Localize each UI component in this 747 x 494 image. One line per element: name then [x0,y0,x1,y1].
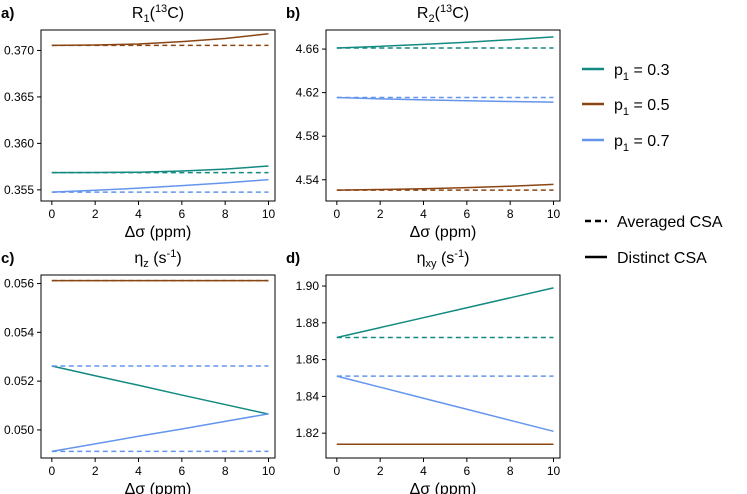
x-tick-label: 10 [262,207,276,221]
panel-a: 0 2 4 6 8 10 0.355 0.360 0.365 0.370 Δσ (ppm) R1(13… [1,3,276,241]
panel-title: ηz (s-1) [134,248,181,270]
x-tick-label: 2 [377,207,384,221]
x-tick-label: 2 [92,207,99,221]
legend-distinct-label: Distinct CSA [617,250,707,267]
x-tick-label: 0 [333,464,340,478]
x-axis-label: Δσ (ppm) [125,481,192,494]
y-tick-label: 0.370 [4,43,34,57]
panel-d: 0 2 4 6 8 10 1.82 1.84 1.86 1.88 1.90 Δσ (ppm) ηxy (… [286,248,561,494]
y-tick-label: 0.054 [4,325,34,339]
x-tick-label: 6 [463,464,470,478]
series-line [336,287,554,339]
y-tick-label: 4.54 [296,173,320,187]
panel-letter: d) [286,250,300,267]
series-line [51,165,269,174]
legend-label: p1 = 0.5 [614,97,670,118]
series-line [51,365,269,415]
x-tick-label: 8 [507,464,514,478]
x-tick-label: 2 [377,464,384,478]
y-tick-label: 0.360 [4,136,34,150]
x-tick-label: 0 [333,207,340,221]
panel-title: ηxy (s-1) [417,248,470,270]
x-tick-label: 6 [178,464,185,478]
x-tick-label: 10 [547,464,561,478]
series-line [336,36,554,49]
y-tick-label: 0.052 [4,374,34,388]
x-tick-label: 2 [92,464,99,478]
x-axis-label: Δσ (ppm) [410,224,477,241]
legend-label: p1 = 0.7 [614,133,670,154]
axes-frame [325,29,561,202]
panel-c: 0 2 4 6 8 10 0.050 0.052 0.054 0.056 Δσ (ppm) ηz (s… [1,248,276,494]
y-tick-label: 4.62 [296,86,320,100]
x-tick-label: 0 [48,464,55,478]
x-tick-label: 8 [222,207,229,221]
legend-entry-averaged: Averaged CSA [585,214,723,231]
legend-entry-distinct: Distinct CSA [585,250,707,267]
y-tick-label: 4.58 [296,129,320,143]
panel-b: 0 2 4 6 8 10 4.54 4.58 4.62 4.66 Δσ (ppm) R2(13C) b) [286,3,561,241]
x-tick-label: 10 [262,464,276,478]
y-tick-label: 1.88 [296,316,320,330]
series-line [336,96,554,103]
x-tick-label: 6 [463,207,470,221]
x-tick-label: 8 [222,464,229,478]
y-tick-label: 0.365 [4,90,34,104]
y-tick-label: 0.050 [4,423,34,437]
axes-frame [40,29,276,202]
x-tick-label: 4 [420,207,427,221]
legend-label: p1 = 0.3 [614,62,670,83]
axes-frame [325,274,561,459]
legend-entry-p1-0.7: p1 = 0.7 [582,133,670,154]
series-line [51,413,269,453]
y-tick-label: 0.056 [4,277,34,291]
y-tick-label: 0.355 [4,183,34,197]
legend: p1 = 0.3 p1 = 0.5 p1 = 0.7 Averaged CSA … [582,62,723,267]
y-tick-label: 1.82 [296,426,320,440]
y-tick-label: 1.84 [296,389,320,403]
series-line [336,183,554,191]
x-tick-label: 4 [135,207,142,221]
x-tick-label: 10 [547,207,561,221]
x-tick-label: 4 [135,464,142,478]
x-axis-label: Δσ (ppm) [125,224,192,241]
x-tick-label: 6 [178,207,185,221]
axes-frame [40,274,276,459]
panel-title: R1(13C) [132,3,184,25]
panel-title: R2(13C) [417,3,469,25]
legend-entry-p1-0.3: p1 = 0.3 [582,62,670,83]
x-tick-label: 8 [507,207,514,221]
x-tick-label: 0 [48,207,55,221]
series-line [51,32,269,47]
x-tick-label: 4 [420,464,427,478]
x-axis-label: Δσ (ppm) [410,481,477,494]
y-tick-label: 1.86 [296,353,320,367]
panels: 0 2 4 6 8 10 0.355 0.360 0.365 0.370 Δσ (ppm) R1(13… [1,3,561,494]
panel-letter: b) [286,5,300,22]
series-line [336,375,554,433]
panel-letter: c) [1,250,14,267]
series-line [51,178,269,193]
y-tick-label: 4.66 [296,42,320,56]
legend-averaged-label: Averaged CSA [617,214,723,231]
panel-letter: a) [1,5,14,22]
y-tick-label: 1.90 [296,279,320,293]
legend-entry-p1-0.5: p1 = 0.5 [582,97,670,118]
